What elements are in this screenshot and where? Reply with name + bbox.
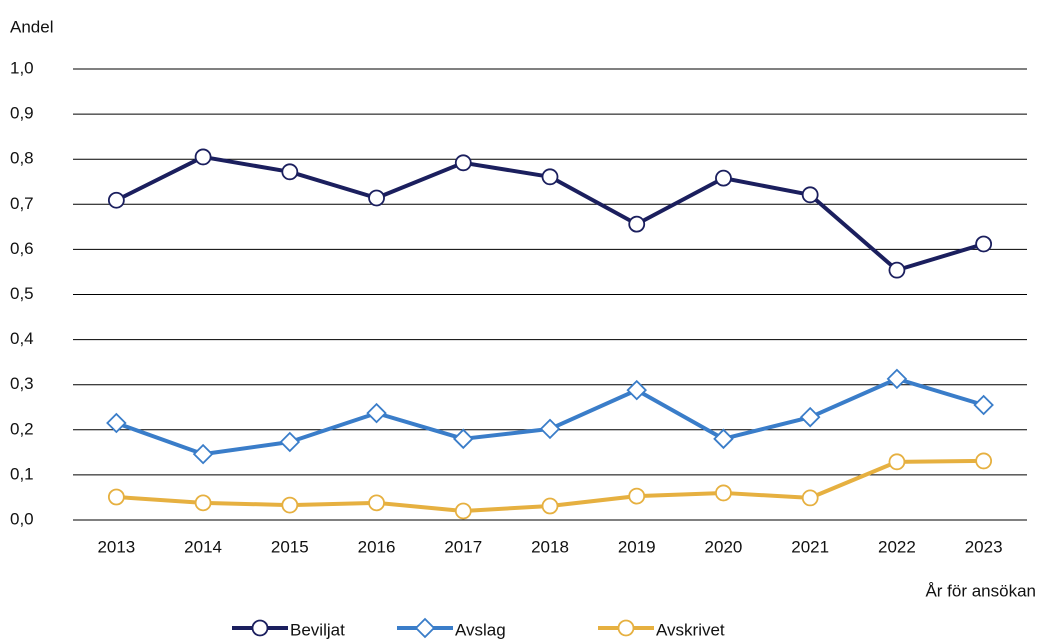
y-tick-label: 0,5 xyxy=(10,284,34,303)
x-tick-label: 2013 xyxy=(97,537,135,556)
x-axis-label: År för ansökan xyxy=(925,581,1036,600)
x-tick-label: 2018 xyxy=(531,537,569,556)
legend-marker xyxy=(414,617,436,639)
legend-label: Avskrivet xyxy=(656,620,725,639)
data-point xyxy=(107,191,125,209)
data-point xyxy=(539,418,561,440)
data-point xyxy=(368,494,385,512)
data-point xyxy=(281,496,299,514)
legend-marker xyxy=(251,619,269,637)
data-point xyxy=(626,379,647,401)
data-point xyxy=(715,484,732,502)
legend-label: Beviljat xyxy=(290,620,345,639)
data-point xyxy=(801,186,819,204)
x-tick-label: 2023 xyxy=(965,537,1003,556)
y-tick-label: 1,0 xyxy=(10,58,34,77)
data-point xyxy=(454,154,472,172)
data-point xyxy=(975,452,993,470)
data-point xyxy=(975,235,993,253)
y-tick-label: 0,3 xyxy=(10,374,34,393)
y-axis-label: Andel xyxy=(10,17,53,36)
x-tick-label: 2017 xyxy=(444,537,482,556)
data-point xyxy=(801,489,819,507)
data-point xyxy=(454,502,472,520)
data-point xyxy=(107,488,125,506)
data-point xyxy=(106,412,127,434)
y-tick-label: 0,4 xyxy=(10,329,34,348)
x-tick-label: 2020 xyxy=(705,537,743,556)
y-tick-label: 0,0 xyxy=(10,509,34,528)
x-tick-label: 2014 xyxy=(184,537,222,556)
data-point xyxy=(888,261,906,279)
data-point xyxy=(194,494,212,512)
data-point xyxy=(279,431,301,453)
y-tick-label: 0,9 xyxy=(10,104,34,123)
data-point xyxy=(368,189,385,207)
data-point xyxy=(886,368,908,390)
legend-label: Avslag xyxy=(455,620,506,639)
data-point xyxy=(715,169,732,187)
x-tick-label: 2016 xyxy=(358,537,396,556)
data-point xyxy=(799,406,821,428)
x-tick-label: 2021 xyxy=(791,537,829,556)
data-point xyxy=(541,168,559,186)
y-tick-label: 0,7 xyxy=(10,194,34,213)
data-point xyxy=(541,497,559,515)
data-point xyxy=(281,163,299,181)
data-point xyxy=(713,428,734,450)
x-tick-label: 2022 xyxy=(878,537,916,556)
x-tick-label: 2019 xyxy=(618,537,656,556)
y-tick-label: 0,2 xyxy=(10,419,34,438)
data-point xyxy=(628,487,646,505)
data-point xyxy=(192,443,214,465)
data-point xyxy=(366,402,387,424)
data-point xyxy=(888,453,906,471)
series-line xyxy=(115,376,985,457)
y-tick-label: 0,8 xyxy=(10,149,34,168)
y-tick-label: 0,6 xyxy=(10,239,34,258)
data-point xyxy=(194,148,212,166)
data-point xyxy=(453,428,474,450)
data-point xyxy=(973,394,994,416)
data-point xyxy=(628,215,646,233)
y-tick-label: 0,1 xyxy=(10,464,34,483)
x-tick-label: 2015 xyxy=(271,537,309,556)
legend-marker xyxy=(617,619,635,637)
